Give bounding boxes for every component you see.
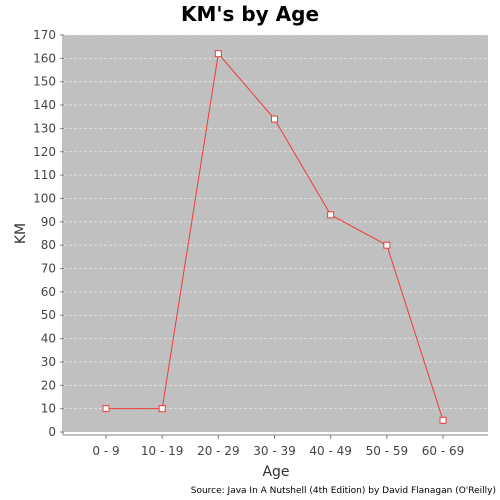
data-point	[271, 115, 279, 123]
y-tick-label: 140	[33, 98, 56, 112]
y-tick-label: 20	[41, 378, 56, 392]
x-tick-label: 10 - 19	[141, 444, 184, 458]
y-tick-label: 50	[41, 308, 56, 322]
y-tick-label: 120	[33, 145, 56, 159]
source-note: Source: Java In A Nutshell (4th Edition)…	[190, 486, 496, 496]
y-tick-label: 110	[33, 168, 56, 182]
y-tick-label: 160	[33, 51, 56, 65]
data-point	[102, 405, 110, 413]
x-tick-label: 20 - 29	[197, 444, 240, 458]
x-tick-label: 60 - 69	[422, 444, 465, 458]
data-point	[327, 211, 335, 219]
y-tick-label: 150	[33, 75, 56, 89]
x-tick-label: 50 - 59	[366, 444, 409, 458]
y-tick-label: 0	[48, 425, 56, 439]
chart-title: KM's by Age	[180, 2, 320, 26]
y-tick-label: 130	[33, 121, 56, 135]
x-tick-label: 0 - 9	[92, 444, 119, 458]
x-axis-title: Age	[262, 464, 289, 480]
series-layer	[102, 50, 447, 424]
y-axis-title: KM	[13, 223, 29, 244]
y-tick-label: 80	[41, 238, 56, 252]
x-tick-label: 40 - 49	[309, 444, 352, 458]
y-tick-label: 60	[41, 285, 56, 299]
y-tick-label: 90	[41, 215, 56, 229]
axes: 0 10 20 30 40 50 60 70 80 90 100 110 120 130 140 150 160…	[33, 28, 488, 458]
data-point	[439, 416, 447, 424]
x-tick-label: 30 - 39	[253, 444, 296, 458]
y-tick-label: 70	[41, 262, 56, 276]
data-point	[383, 241, 391, 249]
y-tick-label: 40	[41, 332, 56, 346]
y-tick-label: 10	[41, 402, 56, 416]
y-tick-label: 100	[33, 191, 56, 205]
data-point	[214, 50, 222, 58]
y-tick-label: 30	[41, 355, 56, 369]
y-tick-label: 170	[33, 28, 56, 42]
grid	[64, 34, 488, 410]
plot-area	[64, 35, 488, 432]
data-point	[158, 405, 166, 413]
